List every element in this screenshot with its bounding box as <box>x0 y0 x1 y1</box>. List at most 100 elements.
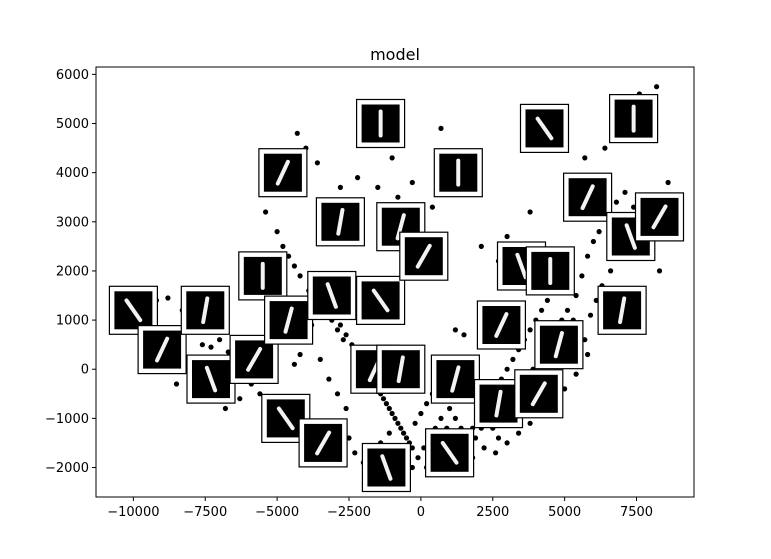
digit-thumbnail <box>514 369 564 419</box>
digit-stroke <box>553 331 564 359</box>
data-point <box>510 356 516 362</box>
data-point <box>392 415 398 421</box>
digit-thumbnail <box>608 93 659 144</box>
digit-stroke <box>651 204 668 230</box>
data-point <box>199 342 205 348</box>
digit-stroke <box>283 306 294 334</box>
x-tick-label: −2500 <box>327 505 371 520</box>
digit-stroke <box>624 223 637 250</box>
digit-stroke <box>246 347 263 372</box>
digit-thumbnail <box>519 103 570 154</box>
digit-thumbnail <box>634 192 685 242</box>
data-point <box>461 332 467 338</box>
digit-thumbnail <box>361 442 411 493</box>
data-point <box>237 396 243 402</box>
data-point <box>334 327 341 333</box>
digit-thumbnail <box>180 285 230 335</box>
data-point <box>280 243 286 249</box>
digit-thumbnail <box>597 285 647 335</box>
data-point <box>409 179 415 186</box>
y-tick-label: 0 <box>81 363 89 378</box>
digit-stroke <box>530 381 547 407</box>
digit-thumbnail <box>186 354 236 404</box>
digit-stroke <box>494 389 503 418</box>
data-point <box>539 307 545 313</box>
digit-stroke <box>155 336 170 363</box>
digit-stroke <box>201 296 210 325</box>
chart-title: model <box>370 45 420 64</box>
data-point <box>573 371 579 377</box>
y-tick-label: 2000 <box>56 264 89 279</box>
data-point <box>337 184 343 190</box>
data-point <box>587 312 594 318</box>
data-point <box>274 229 280 235</box>
data-point <box>222 405 228 412</box>
data-point <box>478 243 484 249</box>
data-point <box>585 351 591 358</box>
plot-frame <box>95 66 695 498</box>
data-point <box>596 229 602 235</box>
digit-stroke <box>515 252 528 280</box>
digit-stroke <box>535 116 554 141</box>
data-point <box>340 337 346 343</box>
x-tick-label: 2500 <box>476 505 509 520</box>
digit-stroke <box>204 365 218 393</box>
data-point <box>544 297 551 303</box>
digit-thumbnail <box>264 295 314 345</box>
data-point <box>398 425 404 431</box>
y-tick-label: 1000 <box>56 314 89 329</box>
x-tick-label: 5000 <box>548 505 581 520</box>
digit-stroke <box>450 365 461 393</box>
digit-thumbnail <box>238 251 288 301</box>
x-tick-label: −7500 <box>183 505 227 520</box>
data-point <box>564 307 571 313</box>
data-point <box>217 337 223 343</box>
digit-stroke <box>380 454 393 481</box>
data-point <box>297 351 303 358</box>
digit-thumbnail <box>430 354 480 404</box>
data-point <box>389 410 395 417</box>
data-point <box>297 273 303 279</box>
data-point <box>429 204 435 210</box>
digit-stroke <box>124 298 143 323</box>
data-point <box>504 366 510 372</box>
data-point <box>415 455 421 461</box>
axes-layer: −10000 −7500 −5000 −2500 0 2500 5000 7500−2000−… <box>45 68 653 520</box>
data-point <box>346 435 352 441</box>
data-point <box>585 253 591 259</box>
data-point <box>481 445 487 451</box>
y-tick-label: −1000 <box>45 412 89 427</box>
digit-thumbnail <box>229 334 279 384</box>
digit-thumbnail <box>307 270 357 321</box>
digit-thumbnail <box>137 325 187 375</box>
data-point <box>516 430 522 436</box>
data-point <box>352 450 358 456</box>
digit-thumbnail <box>315 197 365 247</box>
data-point <box>165 295 171 301</box>
data-point <box>493 450 499 456</box>
data-point <box>314 160 320 166</box>
data-point <box>656 268 663 274</box>
y-tick-label: −2000 <box>45 461 89 476</box>
data-point <box>504 440 510 446</box>
data-point <box>602 145 608 151</box>
digit-stroke <box>396 355 405 384</box>
data-point <box>343 405 349 412</box>
digit-stroke <box>275 159 290 186</box>
digit-thumbnail <box>525 246 575 296</box>
data-point <box>380 396 387 402</box>
data-point <box>291 361 297 367</box>
y-tick-label: 6000 <box>56 68 89 83</box>
data-point <box>337 322 343 328</box>
digit-stroke <box>276 406 295 431</box>
data-point <box>424 401 430 407</box>
data-point <box>401 430 407 436</box>
x-tick-label: −5000 <box>255 505 299 520</box>
digit-thumbnail <box>534 320 584 370</box>
digit-stroke <box>415 243 432 269</box>
data-point <box>409 445 415 451</box>
data-point <box>173 381 180 387</box>
data-point <box>654 84 660 90</box>
digit-thumbnail <box>425 428 475 478</box>
